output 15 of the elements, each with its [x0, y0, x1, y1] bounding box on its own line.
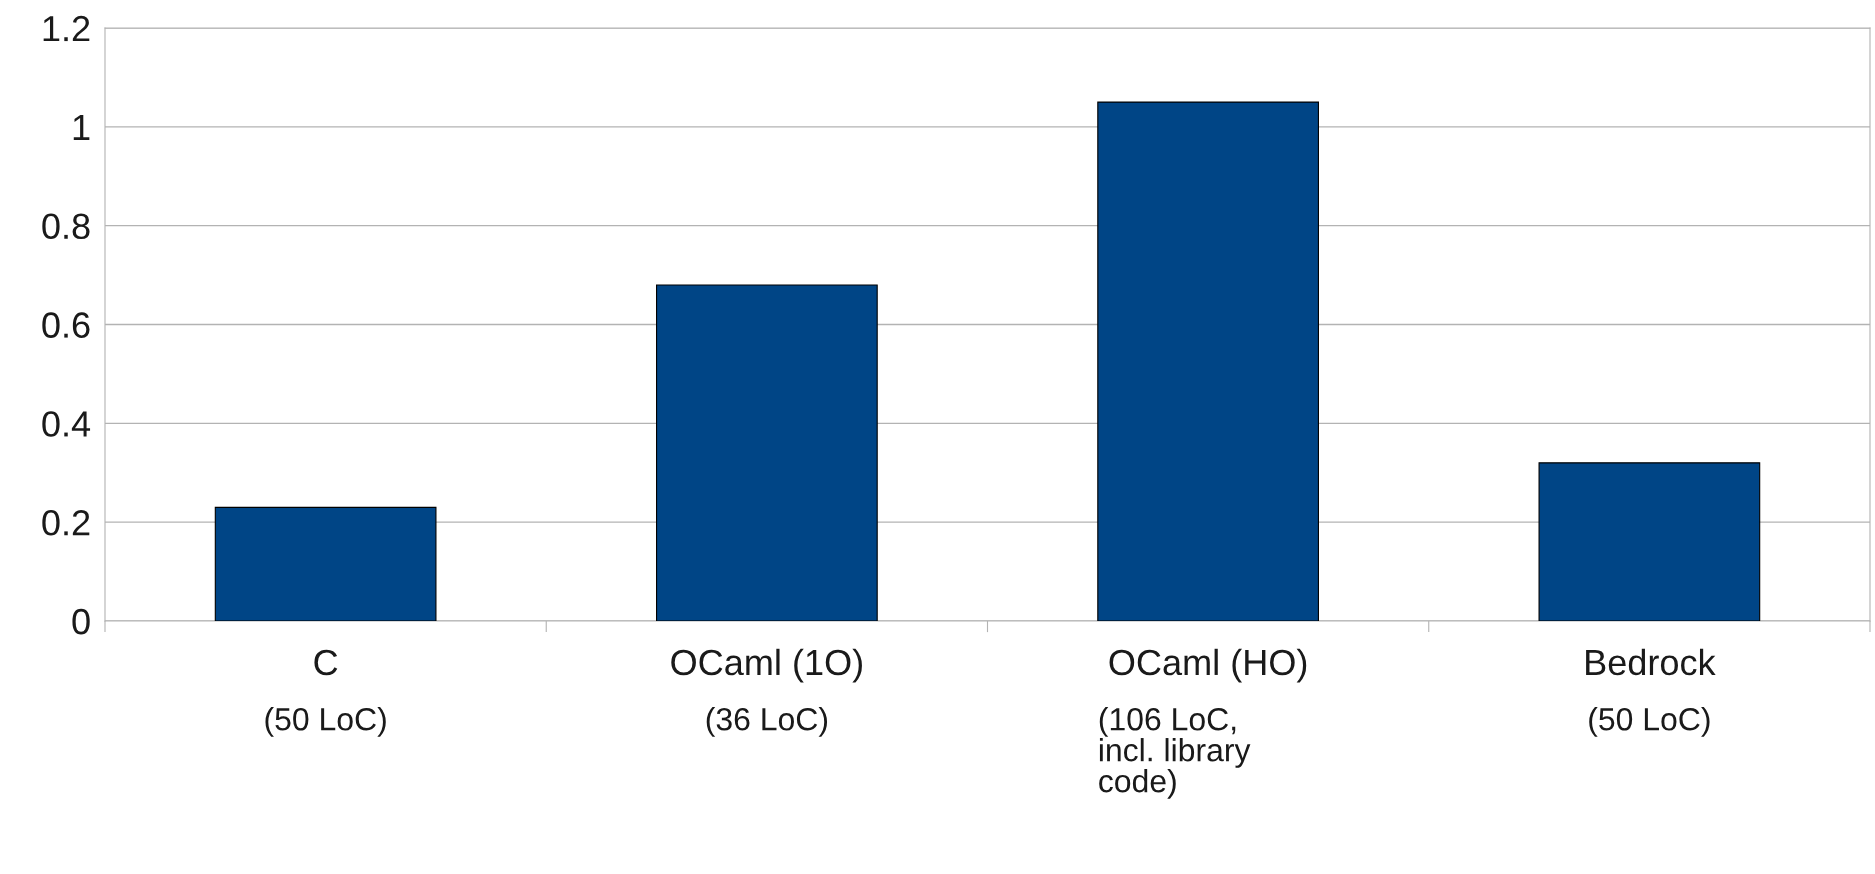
x-tick-label: Bedrock (50 LoC)	[1586, 648, 1716, 737]
bar	[1097, 101, 1319, 621]
x-tick-label: OCaml (HO) (106 LoC, incl. library code)	[1099, 648, 1307, 799]
x-tick-label: OCaml (1O) (36 LoC)	[671, 648, 862, 737]
bar	[214, 506, 437, 621]
y-tick-label: 0	[72, 608, 90, 635]
y-tick-label: 0.2	[42, 510, 90, 536]
y-tick-label: 1	[73, 115, 90, 140]
y-tick-label: 0.8	[42, 213, 90, 240]
x-tick-label: C (50 LoC)	[265, 649, 386, 737]
y-tick-label: 1.2	[43, 15, 90, 42]
bar	[656, 284, 878, 621]
bar	[1538, 462, 1761, 621]
y-tick-label: 0.4	[42, 411, 91, 437]
y-tick-label: 0.6	[42, 312, 90, 338]
